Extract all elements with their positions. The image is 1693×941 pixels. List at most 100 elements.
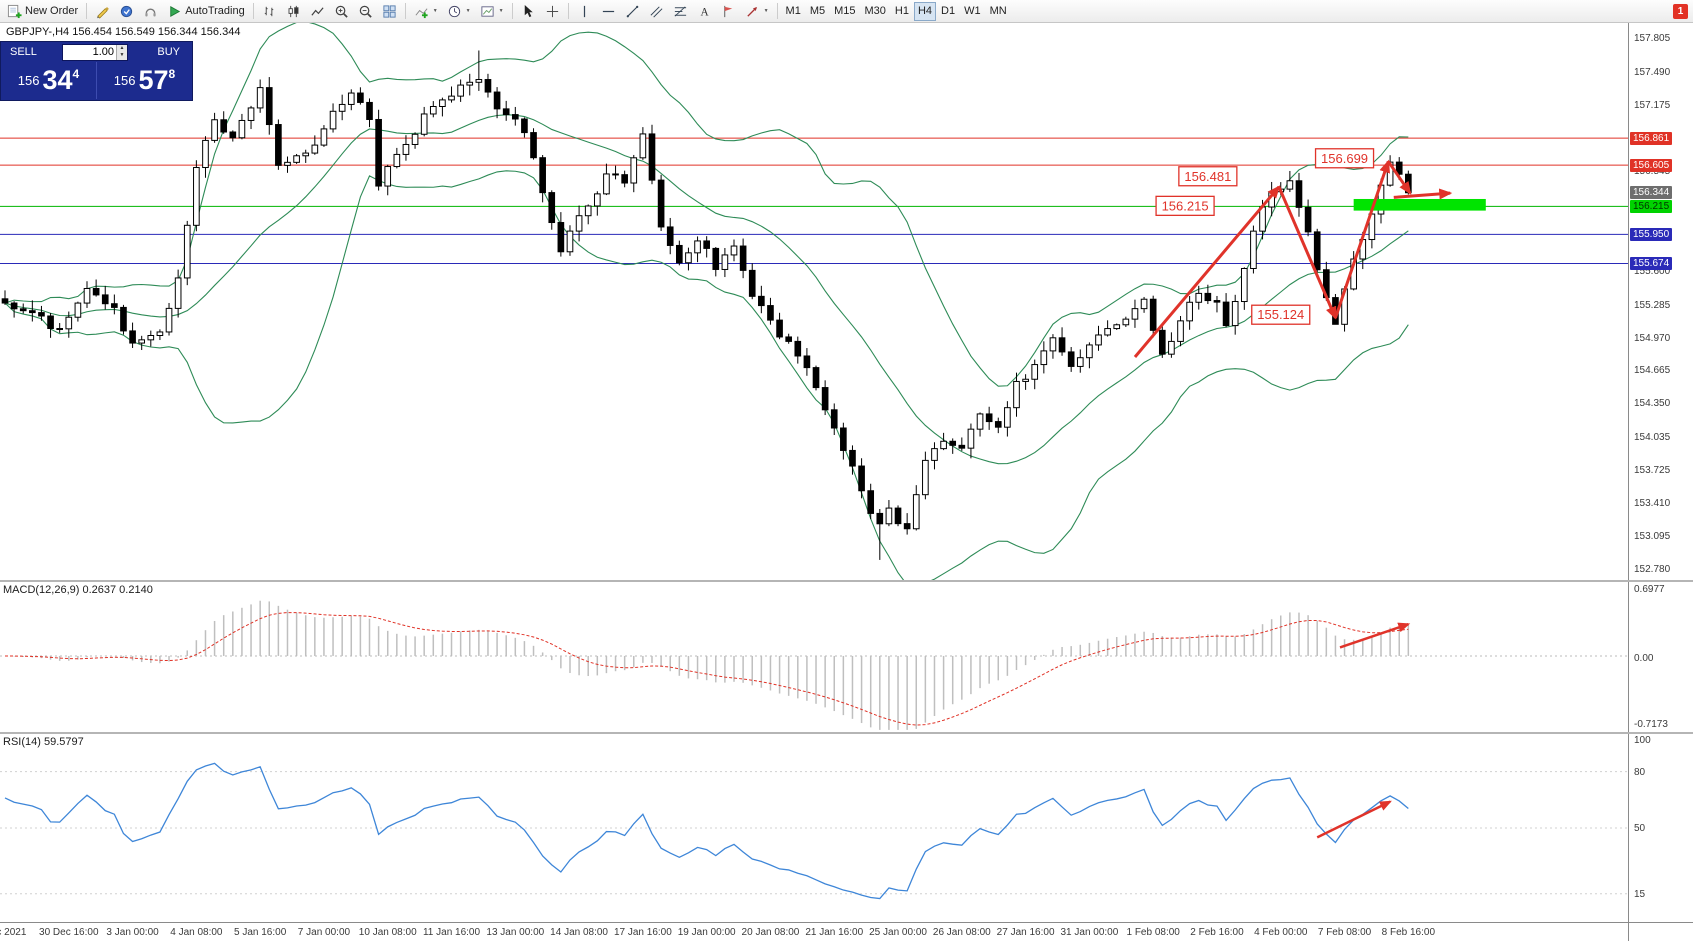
toolbar-separator bbox=[86, 3, 88, 19]
time-label: 11 Jan 16:00 bbox=[422, 927, 481, 938]
rsi-scale-tick: 100 bbox=[1634, 735, 1651, 746]
sell-button[interactable]: 156 34 4 bbox=[1, 62, 97, 99]
market-icon bbox=[121, 5, 133, 17]
autotrading-button[interactable]: AutoTrading bbox=[163, 2, 249, 21]
new-order-button[interactable]: New Order bbox=[3, 2, 82, 21]
macd-pane[interactable]: 0.6977 0.00 -0.7173 MACD(12,26,9) 0.2637… bbox=[0, 582, 1693, 732]
text-button[interactable]: A bbox=[693, 2, 716, 21]
rsi-chart[interactable] bbox=[0, 734, 1628, 922]
price-tag: 155.950 bbox=[1630, 227, 1673, 241]
rsi-scale-tick: 80 bbox=[1634, 766, 1646, 778]
timeframe-button-mn[interactable]: MN bbox=[986, 2, 1011, 21]
metaeditor-button[interactable] bbox=[91, 2, 114, 21]
toolbar-separator bbox=[567, 3, 569, 19]
price-tag: 156.605 bbox=[1630, 158, 1673, 172]
buy-price-prefix: 156 bbox=[113, 73, 136, 88]
time-label: 25 Jan 00:00 bbox=[869, 927, 927, 938]
label-button[interactable] bbox=[717, 2, 740, 21]
play-icon bbox=[170, 5, 181, 17]
horizontal-line-icon bbox=[602, 10, 614, 12]
indicators-button[interactable]: ▼ bbox=[410, 2, 442, 21]
sell-label: SELL bbox=[10, 46, 37, 58]
time-label: 8 Feb 16:00 bbox=[1381, 927, 1436, 938]
timeframe-button-w1[interactable]: W1 bbox=[960, 2, 985, 21]
rsi-scale[interactable]: 100 80 50 15 bbox=[1628, 734, 1693, 922]
panel-divider[interactable] bbox=[0, 732, 1693, 734]
time-label: 10 Jan 08:00 bbox=[358, 927, 417, 938]
toolbar-separator bbox=[404, 3, 406, 19]
timeframe-button-h4[interactable]: H4 bbox=[913, 1, 937, 21]
volume-down-icon[interactable]: ▼ bbox=[116, 52, 127, 60]
price-chart-pane[interactable]: 156.481 156.215 155.124 156.699 157.805 157.… bbox=[0, 23, 1693, 580]
timeframe-button-m30[interactable]: M30 bbox=[861, 2, 890, 21]
periods-button[interactable]: ▼ bbox=[443, 2, 475, 21]
fibonacci-icon bbox=[674, 5, 686, 17]
macd-scale[interactable]: 0.6977 0.00 -0.7173 bbox=[1628, 582, 1693, 732]
bar-chart-button[interactable] bbox=[258, 2, 281, 21]
timeframe-group: M1 M5 M15 M30 H1 H4 D1 W1 MN bbox=[782, 1, 1011, 21]
notifications-button[interactable] bbox=[139, 2, 162, 21]
time-axis[interactable]: Dec 2021 30 Dec 16:00 3 Jan 00:00 4 Jan 08:… bbox=[0, 922, 1693, 941]
vertical-line-button[interactable] bbox=[573, 2, 596, 21]
chevron-down-icon: ▼ bbox=[763, 8, 769, 14]
price-tag: 156.344 bbox=[1630, 186, 1673, 200]
time-label: 21 Jan 16:00 bbox=[805, 927, 864, 938]
bar-chart-icon bbox=[264, 6, 273, 16]
line-chart-button[interactable] bbox=[306, 2, 329, 21]
template-icon bbox=[481, 5, 494, 17]
chevron-down-icon: ▼ bbox=[465, 8, 471, 14]
time-label: 2 Feb 16:00 bbox=[1190, 927, 1244, 938]
timeframe-button-m15[interactable]: M15 bbox=[830, 2, 859, 21]
autotrading-label: AutoTrading bbox=[185, 5, 245, 17]
zoom-out-button[interactable] bbox=[354, 2, 377, 21]
notification-badge[interactable]: 1 bbox=[1673, 3, 1688, 19]
zoom-in-button[interactable] bbox=[330, 2, 353, 21]
buy-price-big: 57 bbox=[138, 65, 169, 95]
svg-text:156.481: 156.481 bbox=[1184, 169, 1231, 184]
price-tick: 155.285 bbox=[1634, 299, 1671, 311]
market-button[interactable] bbox=[115, 2, 138, 21]
tile-windows-icon bbox=[383, 4, 396, 18]
macd-chart[interactable] bbox=[0, 582, 1628, 732]
price-tag: 156.861 bbox=[1630, 131, 1673, 145]
templates-button[interactable]: ▼ bbox=[476, 2, 508, 21]
svg-text:A: A bbox=[700, 6, 709, 18]
timeframe-button-d1[interactable]: D1 bbox=[937, 2, 959, 21]
trendline-button[interactable] bbox=[621, 2, 644, 21]
time-label: Dec 2021 bbox=[0, 927, 27, 938]
symbol-info: GBPJPY-,H4 156.454 156.549 156.344 156.3… bbox=[6, 26, 241, 38]
volume-control[interactable]: 1.00 ▲ ▼ bbox=[62, 43, 128, 61]
toolbar-separator bbox=[252, 3, 254, 19]
price-scale[interactable]: 157.805157.490157.175156.860156.545156.2… bbox=[1628, 23, 1693, 580]
volume-input[interactable]: 1.00 bbox=[92, 46, 114, 58]
equidistant-channel-button[interactable] bbox=[645, 2, 668, 21]
timeframe-button-m1[interactable]: M1 bbox=[782, 2, 805, 21]
price-tick: 154.350 bbox=[1634, 398, 1671, 410]
time-label: 5 Jan 16:00 bbox=[234, 927, 287, 938]
panel-divider[interactable] bbox=[0, 580, 1693, 582]
horizontal-line-button[interactable] bbox=[597, 2, 620, 21]
timeframe-button-h1[interactable]: H1 bbox=[891, 2, 913, 21]
crosshair-icon bbox=[546, 5, 558, 17]
crosshair-button[interactable] bbox=[541, 2, 564, 21]
time-label: 14 Jan 08:00 bbox=[550, 927, 608, 938]
arrows-button[interactable]: ▼ bbox=[741, 2, 773, 21]
volume-up-icon[interactable]: ▲ bbox=[116, 44, 127, 52]
arrow-icon bbox=[746, 6, 757, 17]
fibonacci-button[interactable] bbox=[669, 2, 692, 21]
text-icon: A bbox=[700, 6, 709, 18]
timeframe-button-m5[interactable]: M5 bbox=[806, 2, 829, 21]
price-tick: 157.490 bbox=[1634, 66, 1671, 78]
tile-windows-button[interactable] bbox=[378, 2, 401, 21]
buy-button[interactable]: 156 57 8 bbox=[97, 62, 192, 99]
one-click-trading-panel: SELL 1.00 ▲ ▼ BUY 156 34 4 156 57 8 bbox=[1, 42, 192, 100]
new-order-label: New Order bbox=[25, 5, 79, 17]
candlestick-chart[interactable]: 156.481 156.215 155.124 156.699 bbox=[0, 23, 1628, 580]
price-tag: 156.215 bbox=[1630, 199, 1673, 213]
cursor-button[interactable] bbox=[517, 2, 540, 21]
volume-spinner[interactable]: ▲ ▼ bbox=[116, 44, 127, 60]
zoom-in-icon bbox=[335, 5, 348, 18]
time-label: 19 Jan 00:00 bbox=[677, 927, 736, 938]
candlestick-chart-button[interactable] bbox=[282, 2, 305, 21]
rsi-pane[interactable]: 100 80 50 15 RSI(14) 59.5797 bbox=[0, 734, 1693, 922]
